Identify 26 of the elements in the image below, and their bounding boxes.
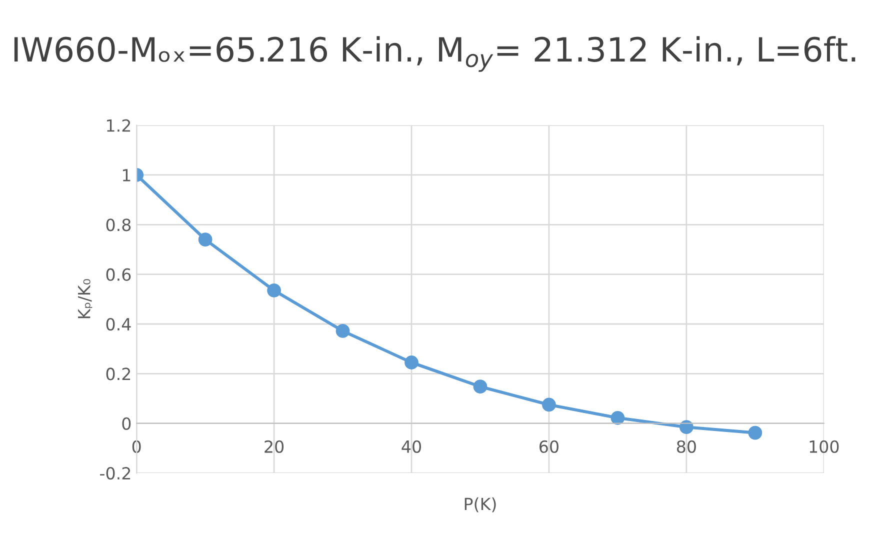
y-tick-label: 0.2 bbox=[106, 368, 130, 380]
point bbox=[679, 420, 694, 434]
point bbox=[542, 398, 556, 412]
x-tick-label: 100 bbox=[810, 440, 839, 453]
x-tick-label: 40 bbox=[402, 440, 422, 453]
y-axis-title: Kₚ/K₀ bbox=[78, 279, 92, 318]
y-tick-label: 1 bbox=[122, 169, 130, 182]
y-tick-label: 0.8 bbox=[106, 218, 131, 232]
point bbox=[404, 356, 418, 370]
x-tick-label: 0 bbox=[132, 440, 141, 453]
y-tick-label: 0.4 bbox=[106, 318, 131, 331]
x-tick-label: 80 bbox=[676, 440, 696, 453]
chart-title: IW660-Mₒₓ=65.216 K-in., M$_{oy}$= 21.312 K-in., L=6ft. bbox=[14, 36, 856, 72]
y-tick-label: 0 bbox=[122, 417, 131, 430]
x-tick-label: 20 bbox=[264, 440, 284, 453]
point bbox=[267, 284, 281, 298]
point bbox=[473, 380, 488, 394]
y-tick-label: 0.6 bbox=[106, 268, 131, 281]
x-tick-label: 60 bbox=[540, 440, 558, 453]
y-tick-label: -0.2 bbox=[100, 467, 130, 480]
x-axis-title: P(K) bbox=[464, 497, 496, 512]
point bbox=[748, 426, 762, 440]
point bbox=[610, 410, 625, 425]
point bbox=[198, 232, 212, 246]
y-tick-label: 1.2 bbox=[107, 119, 130, 132]
point bbox=[336, 324, 350, 338]
